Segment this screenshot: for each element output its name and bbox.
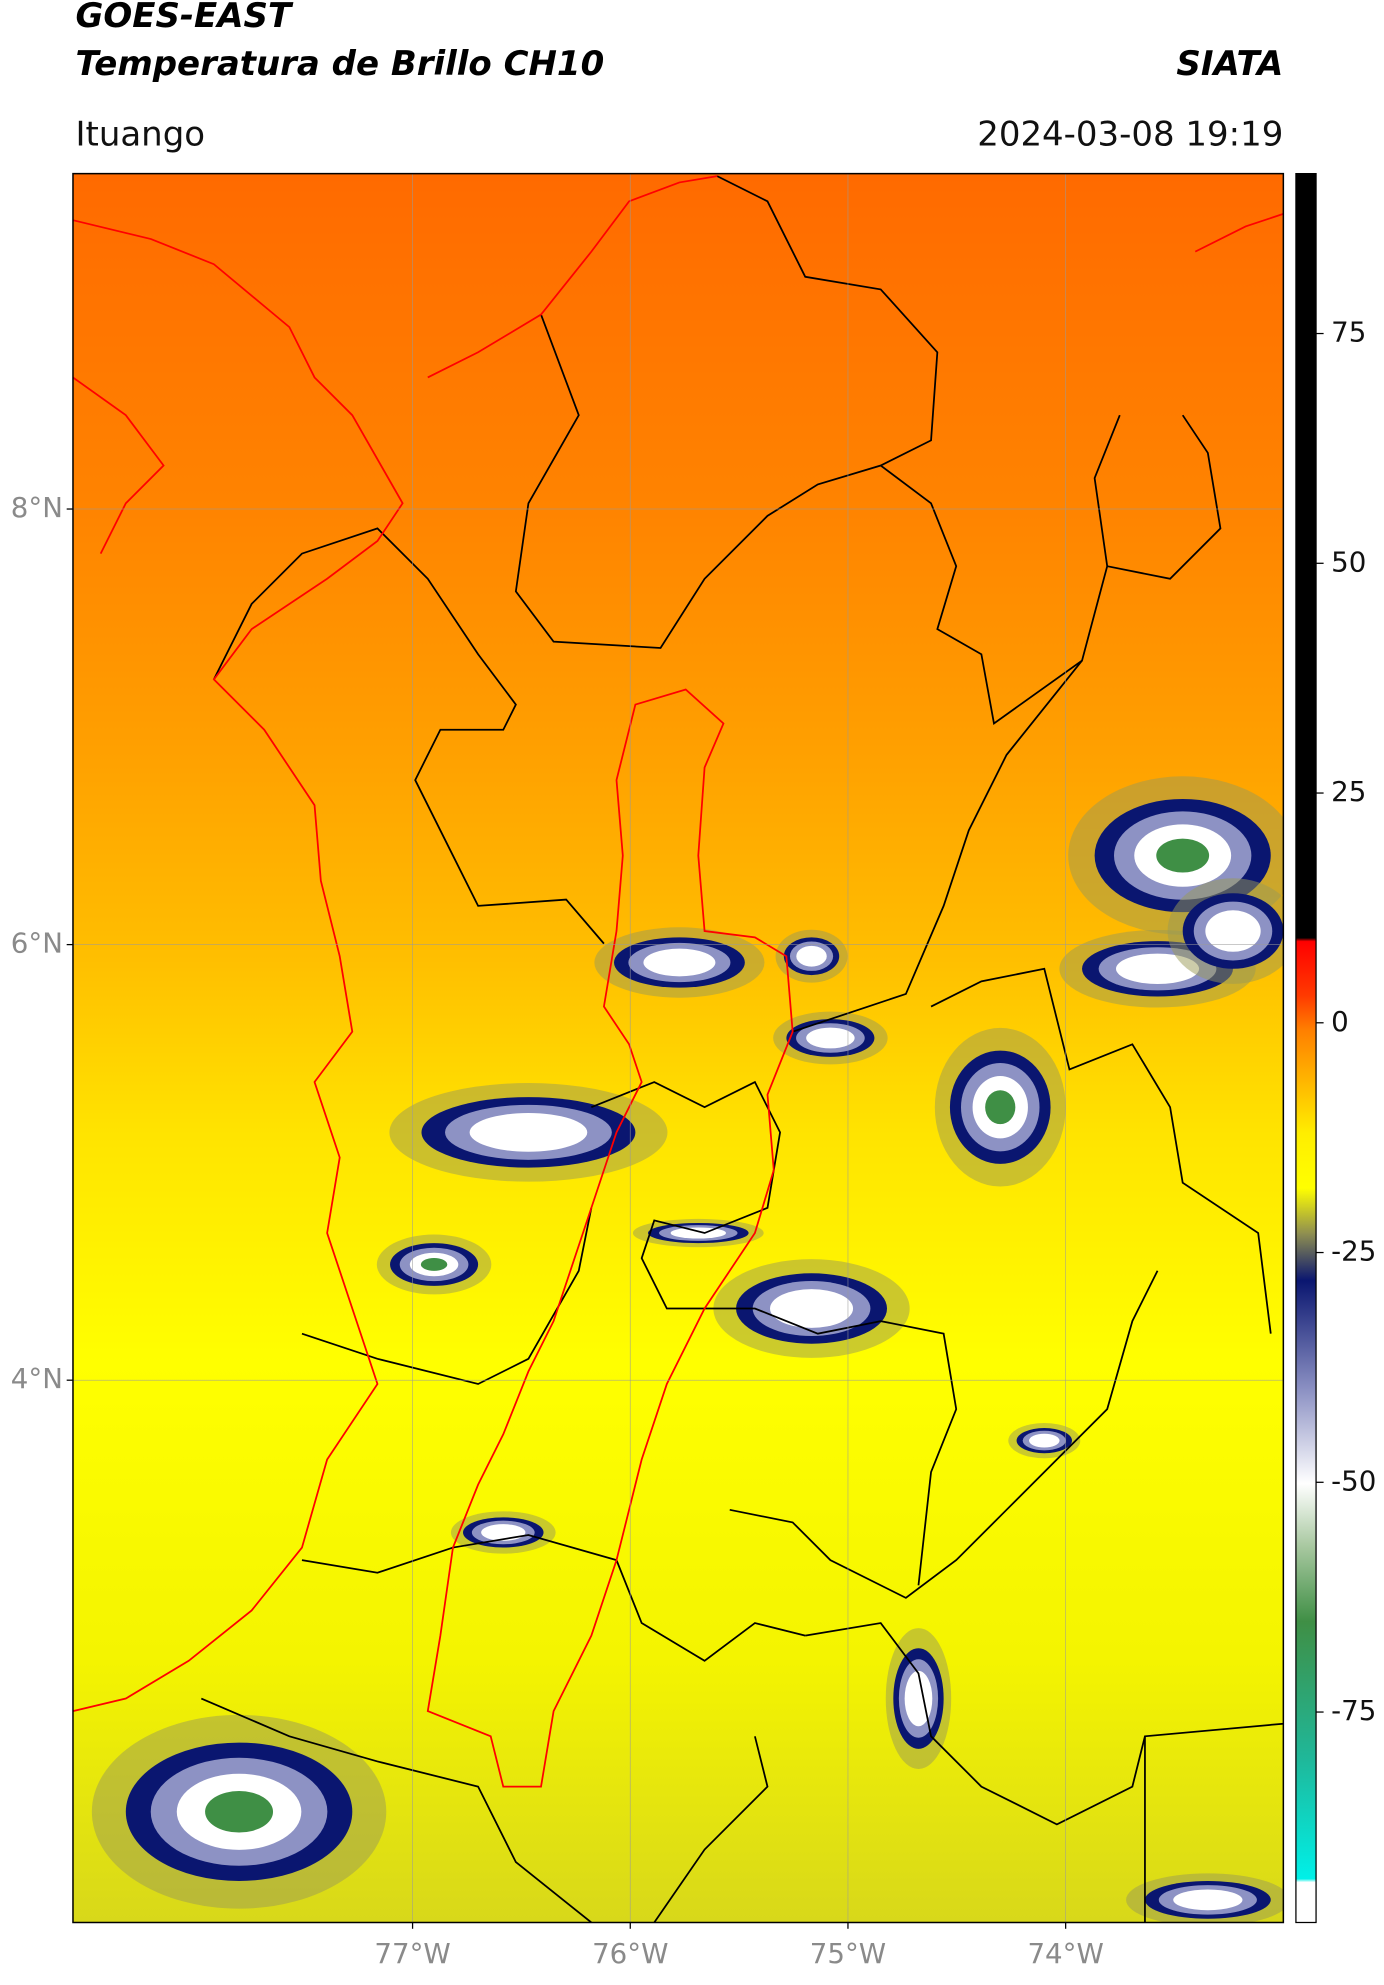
title: GOES-EAST: [75, 0, 293, 36]
lon-label: 75°W: [810, 1937, 886, 1970]
timestamp: 2024-03-08 19:19: [977, 114, 1283, 154]
lat-label: 8°N: [11, 491, 63, 524]
colorbar-label: 25: [1331, 775, 1366, 808]
cloud: [481, 1524, 526, 1541]
axis-labels: 8°N 6°N 4°N 77°W 76°W 75°W 74°W 75 50 25 0 -25 -50 -7…: [11, 316, 1377, 1971]
colorbar: [1295, 172, 1317, 1924]
cloud-layer: [91, 776, 1284, 1923]
lat-label: 4°N: [11, 1362, 63, 1395]
colorbar-label: 50: [1331, 545, 1366, 578]
lon-label: 77°W: [374, 1937, 450, 1970]
cloud: [670, 1227, 726, 1239]
cloud: [1116, 953, 1200, 985]
cloud: [1029, 1433, 1060, 1448]
colorbar-label: 0: [1331, 1005, 1349, 1038]
lon-label: 76°W: [592, 1937, 668, 1970]
lon-label: 74°W: [1027, 1937, 1103, 1970]
borders: [200, 175, 1284, 1923]
subtitle: Temperatura de Brillo CH10: [75, 44, 604, 84]
source: SIATA: [1176, 44, 1283, 84]
colorbar-label: -75: [1331, 1694, 1376, 1727]
region: Ituango: [75, 114, 205, 154]
cloud: [643, 948, 716, 977]
cloud: [796, 945, 827, 967]
cloud: [1156, 838, 1210, 873]
colorbar-label: -50: [1331, 1464, 1376, 1497]
colorbar-label: -25: [1331, 1235, 1376, 1268]
cloud: [806, 1027, 855, 1049]
cloud: [420, 1258, 448, 1271]
map-image: [72, 173, 1284, 1923]
brightness-field: [72, 173, 1284, 1923]
cloud: [469, 1112, 588, 1152]
coastline-and-basin: [72, 175, 1284, 1788]
cloud: [985, 1090, 1016, 1125]
cloud: [770, 1289, 854, 1328]
map-frame: [72, 172, 1285, 1924]
cloud: [1205, 910, 1261, 952]
cloud: [205, 1791, 274, 1833]
graticule: [72, 173, 1284, 1923]
lat-label: 6°N: [11, 927, 63, 960]
cloud: [1173, 1889, 1243, 1911]
colorbar-label: 75: [1331, 316, 1366, 349]
